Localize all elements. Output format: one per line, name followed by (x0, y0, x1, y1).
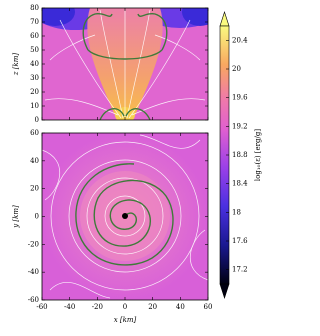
y-tick-label: 60 (30, 32, 39, 40)
y-tick-label: 20 (30, 185, 39, 193)
y-axis-label: z [km] (12, 53, 20, 77)
x-tick-label: 20 (148, 303, 157, 311)
y-tick-label: 80 (30, 4, 39, 12)
colorbar-tick-label: 19.6 (232, 94, 248, 102)
x-tick-label: -60 (36, 303, 47, 311)
y-tick-label: -20 (28, 240, 39, 248)
y-tick-label: 40 (30, 157, 39, 165)
colorbar-tick-label: 18.4 (232, 180, 248, 188)
figure: log₁₀(ε) [erg/g] 0 10 20 30 40 50 60 70 80 z [km]… (12, 4, 262, 324)
colorbar-extend (219, 11, 230, 27)
y-tick-label: 10 (30, 102, 39, 110)
heatmap-top (42, 8, 208, 120)
x-tick-label: 60 (204, 303, 213, 311)
x-tick-label: -20 (92, 303, 103, 311)
colorbar-tick-label: 20.4 (232, 36, 248, 44)
colorbar-tick-label: 18.8 (232, 151, 248, 159)
y-tick-label: 0 (35, 213, 39, 221)
y-tick-label: 40 (30, 60, 39, 68)
y-tick-label: 30 (30, 74, 39, 82)
y-tick-label: 50 (30, 46, 39, 54)
colorbar-tick-label: 19.2 (232, 122, 248, 130)
colorbar-extend (219, 283, 230, 299)
y-tick-label: 70 (30, 18, 39, 26)
colorbar-tick-label: 17.2 (232, 266, 248, 274)
colorbar-tick-label: 18 (232, 208, 241, 216)
y-tick-label: -40 (28, 268, 39, 276)
y-tick-label: 20 (30, 88, 39, 96)
x-tick-label: 40 (176, 303, 185, 311)
x-tick-label: 0 (123, 303, 127, 311)
y-tick-label: 60 (30, 129, 39, 137)
heatmap-bottom (42, 133, 208, 300)
colorbar-label: log₁₀(ε) [erg/g] (254, 129, 262, 181)
colorbar-tick-label: 20 (232, 65, 241, 73)
y-axis-label: y [km] (12, 205, 20, 229)
colorbar-tick-label: 17.6 (232, 237, 248, 245)
x-axis-label: x [km] (114, 316, 137, 324)
y-tick-label: -60 (28, 296, 39, 304)
y-tick-label: 0 (35, 116, 39, 124)
x-tick-label: -40 (64, 303, 75, 311)
